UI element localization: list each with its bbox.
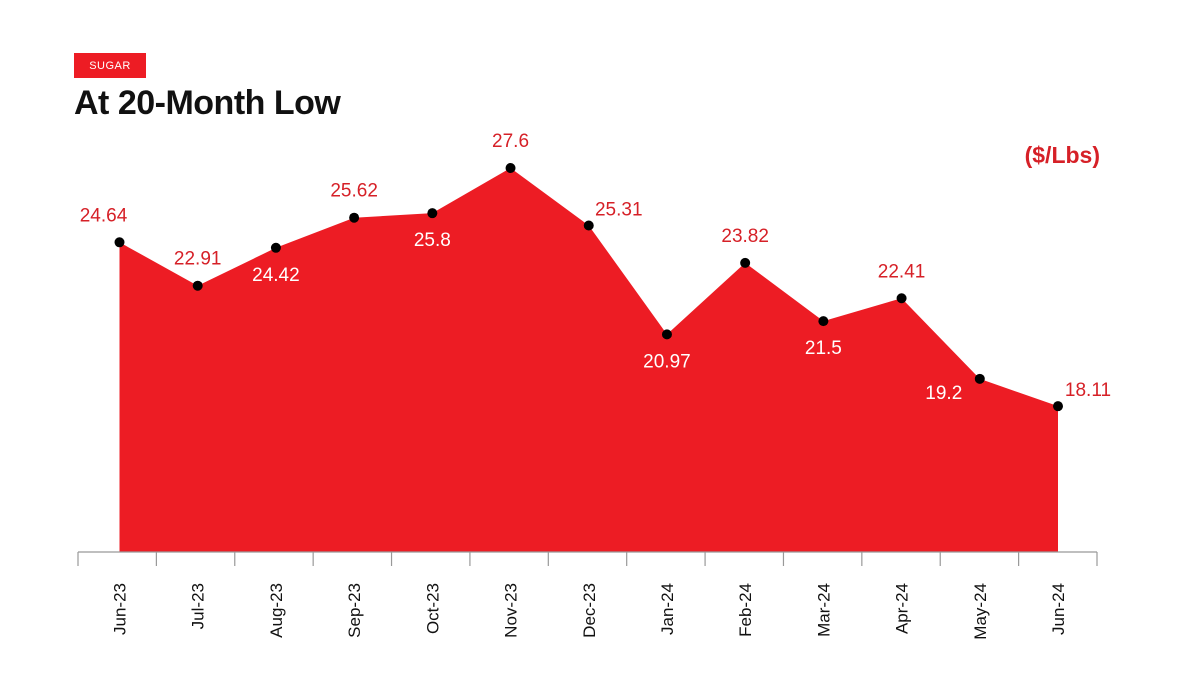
data-label: 24.64 <box>80 205 128 226</box>
data-point-marker <box>1053 401 1063 412</box>
data-label: 21.5 <box>805 338 842 359</box>
data-point-marker <box>583 220 594 231</box>
data-label: 25.62 <box>330 181 378 202</box>
data-point-marker <box>818 316 829 327</box>
data-point-marker <box>505 163 516 173</box>
data-point-marker <box>974 373 985 384</box>
category-tag: SUGAR <box>74 53 146 78</box>
data-point-marker <box>270 242 281 253</box>
data-label: 25.8 <box>414 230 451 251</box>
x-tick-label: Feb-24 <box>736 583 755 637</box>
x-tick-label: Nov-23 <box>502 583 521 638</box>
data-point-marker <box>114 237 125 248</box>
data-point-marker <box>896 293 907 304</box>
chart-title: At 20-Month Low <box>74 84 341 122</box>
data-label: 20.97 <box>643 351 691 372</box>
data-point-marker <box>661 329 672 340</box>
data-point-marker <box>349 212 360 223</box>
data-label: 27.6 <box>492 131 529 152</box>
x-tick-label: May-24 <box>971 583 990 640</box>
x-tick-label: Apr-24 <box>893 583 912 634</box>
x-tick-label: Jun-23 <box>111 583 130 635</box>
area-fill <box>119 168 1058 552</box>
x-tick-label: Oct-23 <box>423 583 442 634</box>
data-label: 23.82 <box>721 226 769 247</box>
data-label: 22.41 <box>878 261 926 282</box>
data-label: 22.91 <box>174 249 222 270</box>
data-label: 18.11 <box>1065 380 1111 401</box>
x-tick-label: Jul-23 <box>189 583 208 629</box>
x-tick-label: Jun-24 <box>1049 583 1068 635</box>
data-label: 25.31 <box>595 199 643 220</box>
x-tick-label: Aug-23 <box>267 583 286 638</box>
data-point-marker <box>427 208 438 219</box>
data-label: 24.42 <box>252 265 300 286</box>
data-label: 19.2 <box>925 383 962 404</box>
x-tick-label: Mar-24 <box>814 583 833 637</box>
unit-label: ($/Lbs) <box>1024 142 1100 168</box>
x-tick-label: Sep-23 <box>345 583 364 638</box>
data-point-marker <box>740 257 751 268</box>
x-tick-label: Jan-24 <box>658 583 677 635</box>
data-point-marker <box>192 280 203 291</box>
x-tick-label: Dec-23 <box>580 583 599 638</box>
